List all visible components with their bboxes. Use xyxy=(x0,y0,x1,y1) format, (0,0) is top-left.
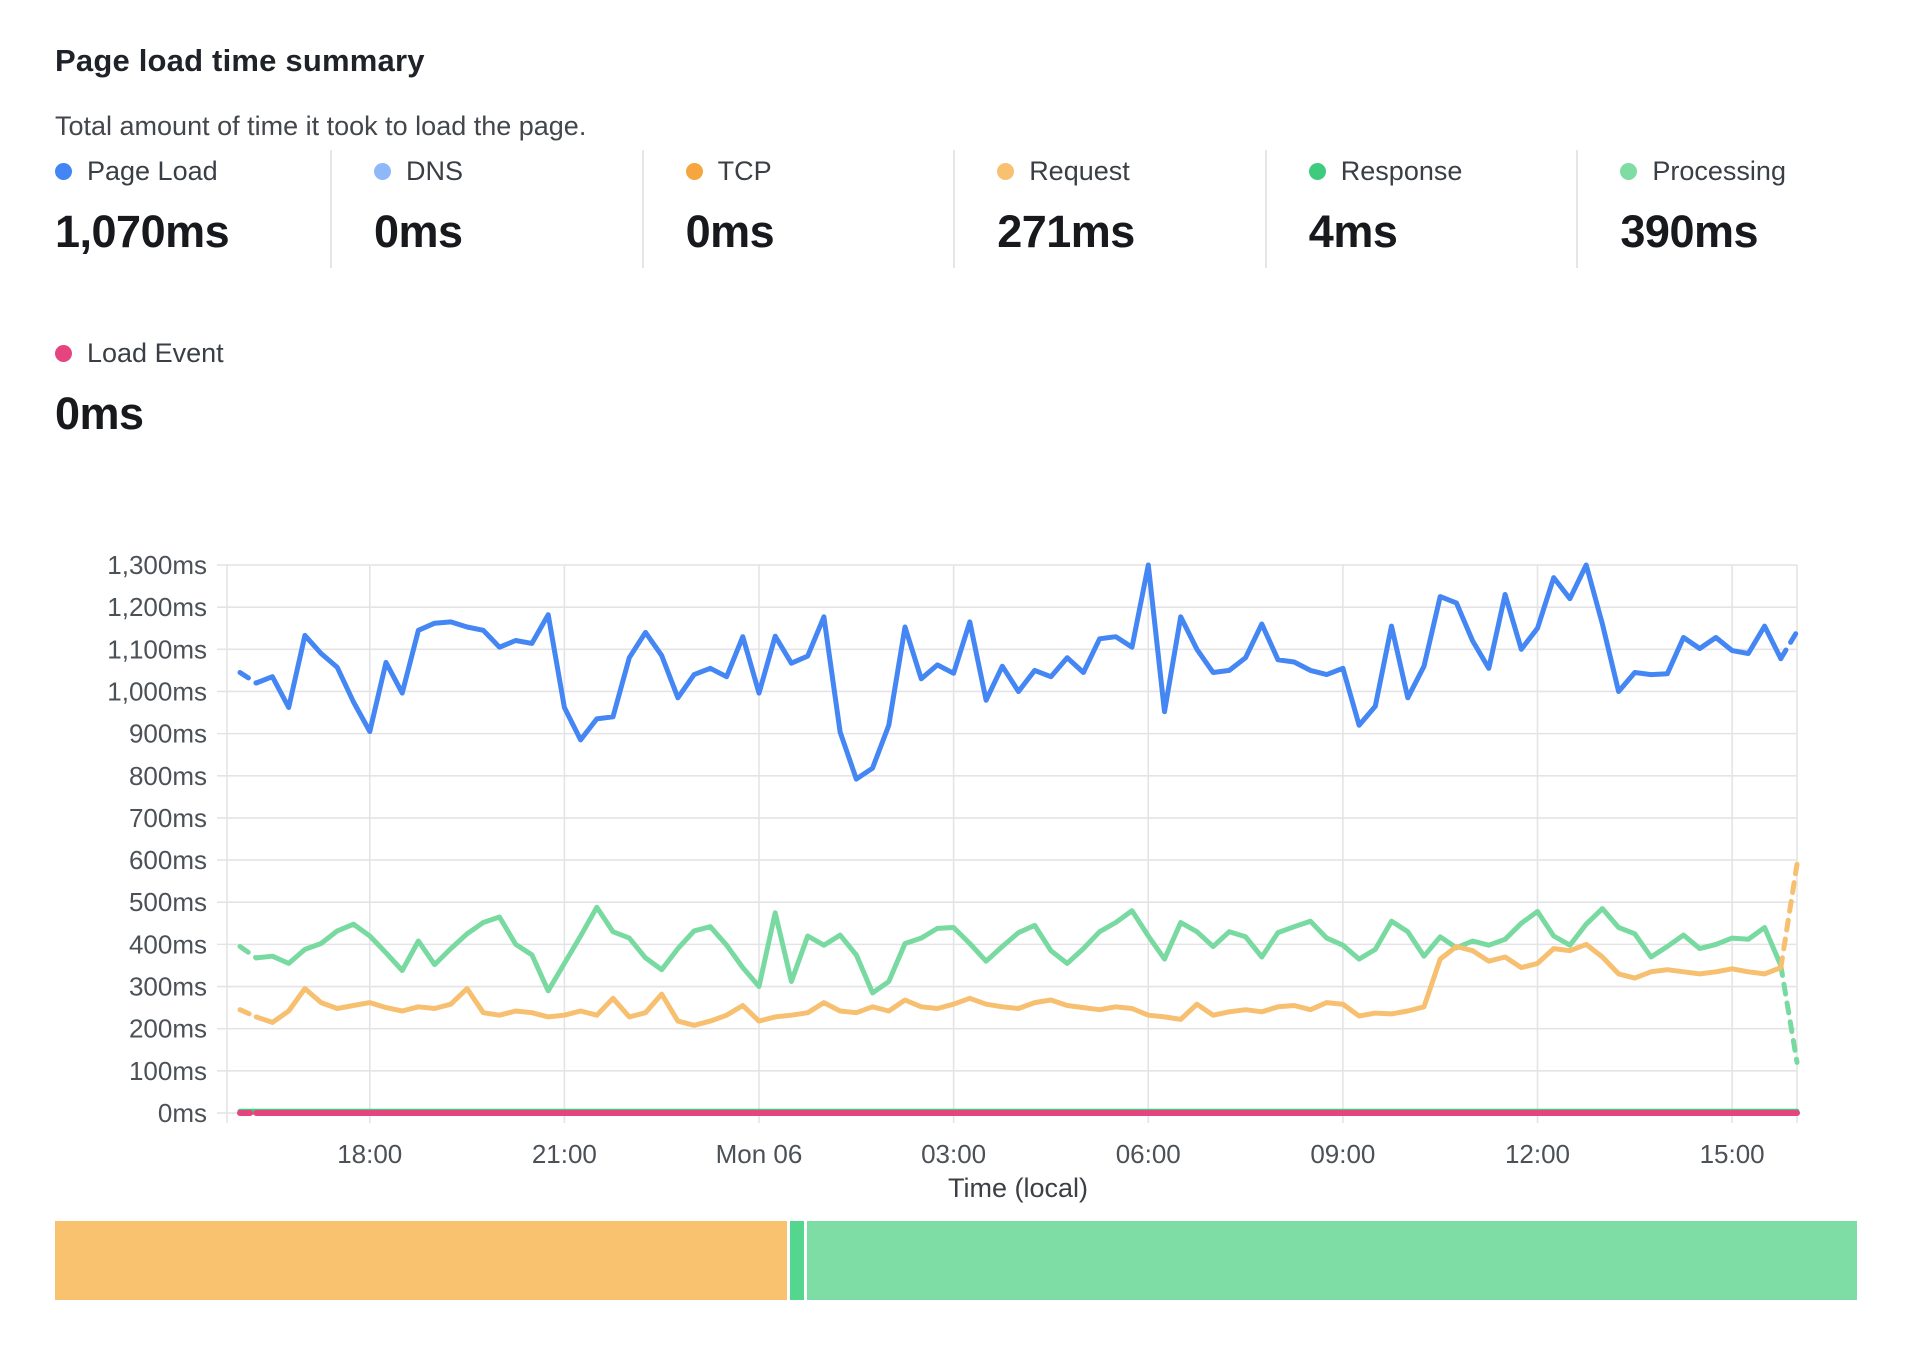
metric-legend: Page Load xyxy=(55,154,330,188)
response-dot-icon xyxy=(1308,162,1326,180)
metric-processing: Processing 390ms xyxy=(1576,150,1888,268)
dns-dot-icon xyxy=(374,162,391,180)
metric-tcp: TCP 0ms xyxy=(641,150,954,268)
bar-segment-request xyxy=(55,1221,787,1300)
metric-dns: DNS 0ms xyxy=(330,150,642,268)
svg-text:700ms: 700ms xyxy=(129,803,207,833)
svg-text:1,100ms: 1,100ms xyxy=(107,634,207,664)
svg-text:09:00: 09:00 xyxy=(1310,1139,1375,1169)
svg-text:100ms: 100ms xyxy=(129,1056,207,1086)
svg-text:900ms: 900ms xyxy=(129,719,207,749)
svg-text:18:00: 18:00 xyxy=(337,1139,402,1169)
metric-value: 271ms xyxy=(997,206,1135,257)
metric-legend: DNS xyxy=(374,154,642,188)
svg-text:400ms: 400ms xyxy=(129,929,207,959)
chart-canvas: 0ms 100ms 200ms 300ms 400ms 500ms 600ms 700ms 80… xyxy=(107,550,1800,1169)
svg-text:21:00: 21:00 xyxy=(532,1139,597,1169)
metric-label: Response xyxy=(1340,155,1463,186)
load-event-dot-icon xyxy=(55,344,72,362)
metric-label: Page Load xyxy=(87,155,218,186)
metric-label: Processing xyxy=(1652,155,1786,186)
page-title: Page load time summary xyxy=(55,42,425,78)
svg-text:500ms: 500ms xyxy=(129,887,207,917)
metric-label: DNS xyxy=(406,155,464,186)
metric-value: 1,070ms xyxy=(55,206,230,257)
metric-value: 0ms xyxy=(685,206,775,257)
svg-text:800ms: 800ms xyxy=(129,761,207,791)
metric-legend: Processing xyxy=(1620,154,1888,188)
tcp-dot-icon xyxy=(685,162,703,180)
page-load-dot-icon xyxy=(55,162,72,180)
metric-legend: Request xyxy=(997,154,1265,188)
metric-label: Load Event xyxy=(87,337,224,368)
svg-text:300ms: 300ms xyxy=(129,972,207,1002)
svg-text:Mon 06: Mon 06 xyxy=(716,1139,803,1169)
metric-response: Response 4ms xyxy=(1264,150,1577,268)
request-dot-icon xyxy=(997,162,1015,180)
svg-text:0ms: 0ms xyxy=(158,1098,207,1128)
svg-text:200ms: 200ms xyxy=(129,1014,207,1044)
metric-request: Request 271ms xyxy=(953,150,1265,268)
bar-segment-processing xyxy=(807,1221,1858,1300)
svg-text:15:00: 15:00 xyxy=(1700,1139,1765,1169)
metric-value: 4ms xyxy=(1308,206,1398,257)
metric-page-load: Page Load 1,070ms xyxy=(55,150,330,268)
svg-text:06:00: 06:00 xyxy=(1116,1139,1181,1169)
metrics-summary-row: Page Load 1,070ms DNS 0ms TCP 0ms Reques… xyxy=(55,150,1888,268)
page-subtitle: Total amount of time it took to load the… xyxy=(55,111,587,141)
svg-text:1,000ms: 1,000ms xyxy=(107,676,207,706)
metric-label: Request xyxy=(1029,155,1130,186)
x-axis-title: Time (local) xyxy=(947,1173,1089,1203)
metric-value: 0ms xyxy=(374,206,463,257)
metric-load-event: Load Event 0ms xyxy=(55,332,455,450)
processing-dot-icon xyxy=(1620,162,1638,180)
svg-text:1,200ms: 1,200ms xyxy=(107,592,207,622)
metric-legend: Response xyxy=(1308,154,1577,188)
svg-text:1,300ms: 1,300ms xyxy=(107,550,207,580)
metric-label: TCP xyxy=(717,155,772,186)
svg-text:600ms: 600ms xyxy=(129,845,207,875)
svg-text:03:00: 03:00 xyxy=(921,1139,986,1169)
metric-value: 0ms xyxy=(55,388,144,439)
metric-legend: Load Event xyxy=(55,336,455,370)
metric-legend: TCP xyxy=(685,154,954,188)
timing-breakdown-bar xyxy=(55,1221,1858,1300)
svg-text:12:00: 12:00 xyxy=(1505,1139,1570,1169)
metrics-second-row: Load Event 0ms xyxy=(55,332,455,450)
page-load-time-chart: 0ms 100ms 200ms 300ms 400ms 500ms 600ms 700ms 80… xyxy=(40,545,1910,1217)
metric-value: 390ms xyxy=(1620,206,1759,257)
bar-segment-response xyxy=(789,1221,805,1300)
